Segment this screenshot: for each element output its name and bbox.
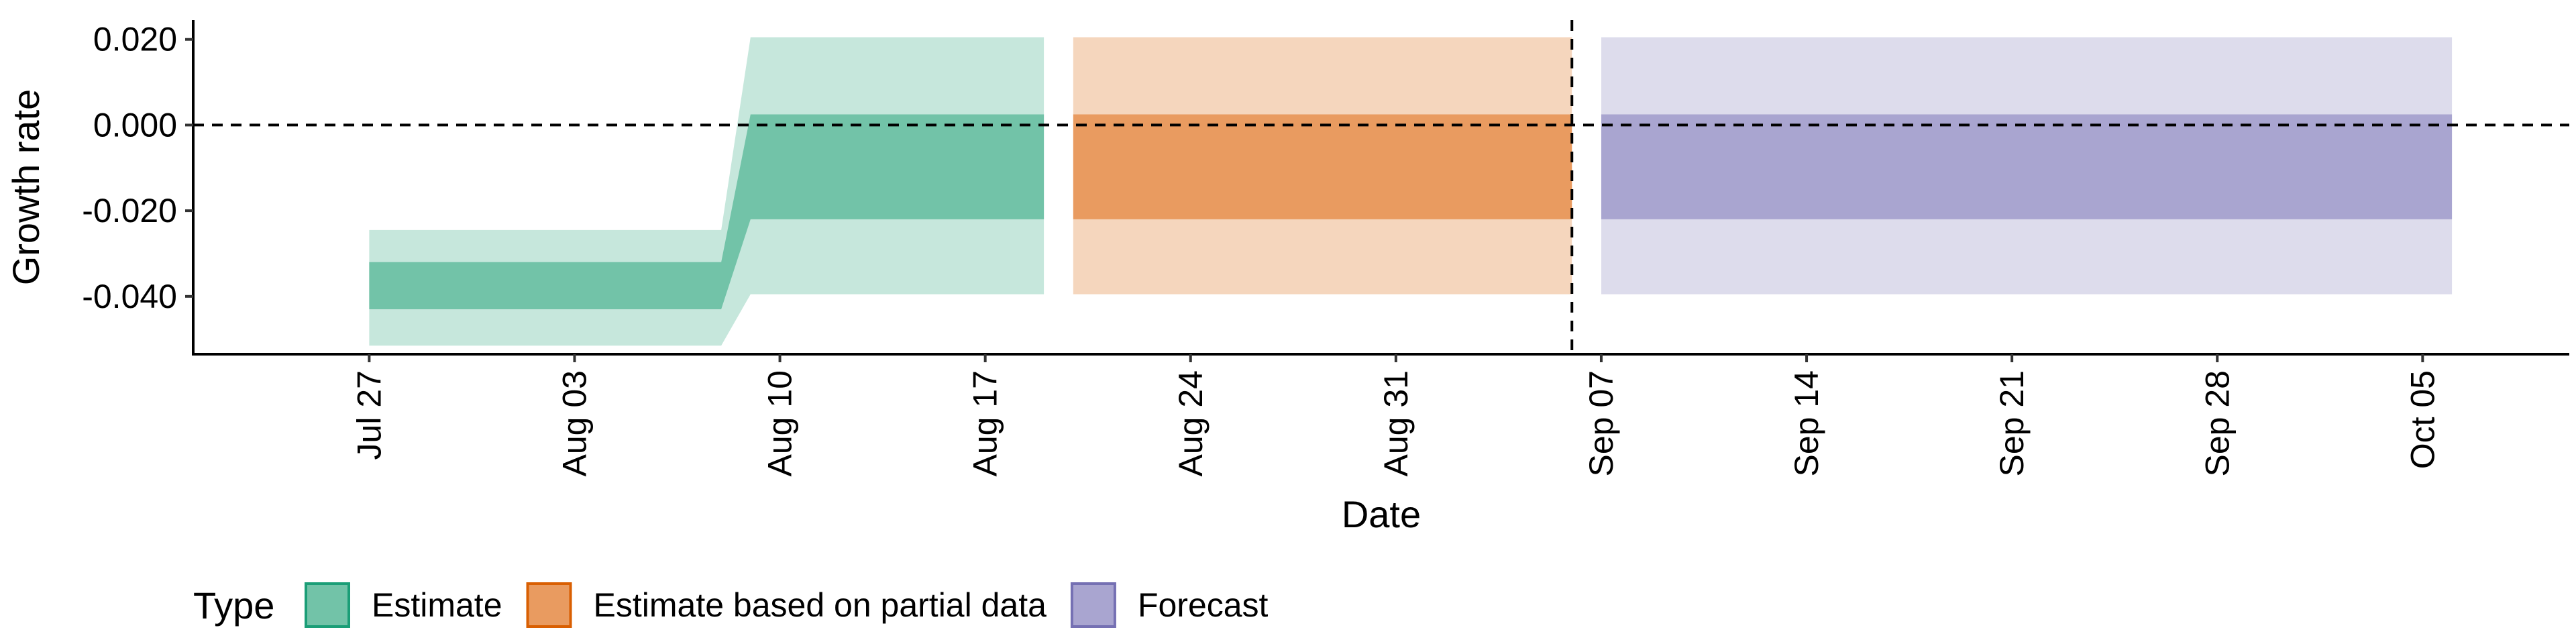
estimate-inner-band [369, 114, 1044, 309]
x-tick-label: Sep 14 [1788, 370, 1825, 476]
reference-lines [193, 20, 2569, 354]
legend-swatch-estimate-based-on-partial-data [526, 582, 572, 628]
legend-swatch-estimate [305, 582, 350, 628]
x-tick-label: Aug 03 [555, 370, 593, 476]
axes: -0.040 -0.020 0.000 0.020 Jul 27 Aug 03 Aug 1… [5, 20, 2569, 535]
y-axis-ticks: -0.040 -0.020 0.000 0.020 [82, 21, 193, 315]
x-tick-label: Jul 27 [350, 370, 388, 460]
x-tick-label: Sep 07 [1582, 370, 1620, 476]
x-tick-label: Sep 21 [1993, 370, 2031, 476]
estimate-based-on-partial-data-inner-band [1073, 114, 1572, 219]
x-tick-label: Sep 28 [2198, 370, 2236, 476]
x-tick-label: Aug 24 [1172, 370, 1210, 476]
x-axis-ticks: Jul 27 Aug 03 Aug 10 Aug 17 Aug 24 Aug 31 Sep … [350, 354, 2441, 476]
x-tick-label: Aug 10 [761, 370, 799, 476]
uncertainty-bands [369, 37, 2453, 346]
legend-swatch-forecast [1070, 582, 1116, 628]
x-axis-title: Date [1342, 493, 1421, 535]
y-tick-label: -0.040 [82, 278, 177, 315]
y-axis-title: Growth rate [5, 89, 47, 286]
x-tick-label: Aug 31 [1377, 370, 1415, 476]
legend-label-estimate: Estimate [372, 586, 502, 624]
y-tick-label: 0.020 [93, 21, 177, 58]
legend: Type Estimate Estimate based on partial d… [193, 582, 1269, 628]
x-tick-label: Oct 05 [2404, 370, 2441, 469]
forecast-inner-band [1601, 114, 2453, 219]
legend-title: Type [193, 584, 274, 627]
legend-label-estimate-based-on-partial-data: Estimate based on partial data [594, 586, 1047, 624]
legend-label-forecast: Forecast [1138, 586, 1269, 624]
y-tick-label: 0.000 [93, 106, 177, 144]
y-tick-label: -0.020 [82, 192, 177, 229]
x-tick-label: Aug 17 [967, 370, 1004, 476]
